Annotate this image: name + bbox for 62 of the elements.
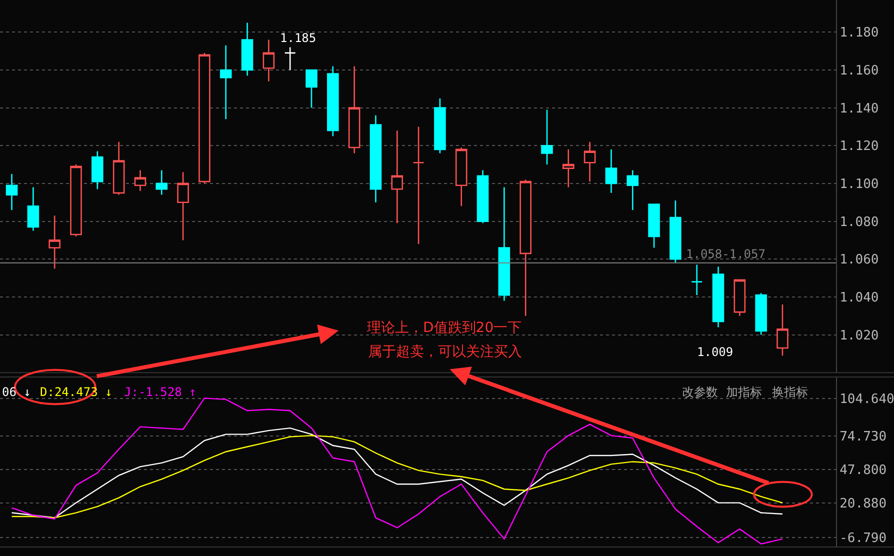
y-tick-label: 1.040	[840, 290, 879, 306]
candlestick	[177, 171, 189, 241]
line-series	[11, 398, 784, 545]
text: 06 ↓	[2, 385, 31, 399]
candlestick	[412, 126, 424, 245]
annotation: 1.185	[280, 31, 316, 45]
candlestick	[156, 170, 168, 196]
y-tick-label: 1.180	[840, 26, 879, 41]
annotation: 1.009	[697, 345, 734, 359]
annotation: 加指标	[726, 385, 762, 399]
candlestick	[541, 109, 553, 166]
y-tick-label: 74.730	[840, 429, 887, 444]
candlestick	[520, 179, 532, 317]
annotation: 属于超卖，可以关注买入	[368, 344, 522, 360]
candlestick	[755, 292, 767, 336]
ref-line-label: 1.058-1.057	[686, 247, 766, 261]
y-tick-label: 47.800	[840, 462, 887, 478]
candlestick	[370, 114, 382, 204]
annotation: 理论上，D值跌到20一下	[367, 320, 522, 336]
y-tick-label: 104.640	[840, 392, 894, 408]
candlestick	[648, 204, 660, 248]
candlestick	[27, 186, 40, 232]
y-tick-label: 1.100	[840, 177, 879, 192]
candlestick	[584, 141, 596, 182]
candlestick	[198, 52, 210, 184]
candlestick	[498, 186, 510, 302]
y-tick-label: -6.790	[840, 530, 887, 546]
candlestick	[306, 69, 318, 108]
candlestick	[776, 304, 788, 356]
candlestick	[391, 130, 404, 224]
candlestick	[348, 66, 360, 154]
y-tick-label: 1.080	[840, 214, 879, 230]
candlestick	[626, 170, 639, 211]
candlestick	[605, 148, 618, 194]
candlestick	[112, 141, 125, 196]
candlestick	[220, 44, 232, 120]
candlestick	[241, 22, 254, 76]
y-tick-label: 1.020	[840, 328, 879, 344]
y-tick-label: 1.140	[840, 101, 879, 116]
candlestick	[92, 150, 104, 190]
y-tick-label: 1.120	[840, 139, 879, 154]
candlestick	[6, 173, 18, 211]
series-label: J:-1.528 ↑	[124, 385, 196, 399]
candlestick	[48, 214, 60, 270]
y-tick-label: 20.880	[840, 496, 887, 512]
candlestick	[327, 66, 339, 137]
candlestick	[476, 170, 489, 224]
candlestick	[455, 146, 468, 207]
y-tick-label: 1.160	[840, 64, 879, 79]
candlestick	[262, 39, 275, 82]
candlestick	[712, 266, 724, 328]
annotation: 改参数	[682, 385, 718, 399]
candlestick	[284, 46, 296, 71]
annotation: 换指标	[772, 385, 808, 399]
candlestick	[734, 279, 746, 317]
candlestick	[70, 164, 82, 238]
candlestick	[434, 98, 446, 154]
y-tick-label: 1.060	[840, 252, 879, 268]
candlestick	[690, 264, 703, 296]
candlestick	[562, 148, 574, 188]
candlestick	[670, 200, 682, 264]
candlestick	[134, 170, 146, 192]
